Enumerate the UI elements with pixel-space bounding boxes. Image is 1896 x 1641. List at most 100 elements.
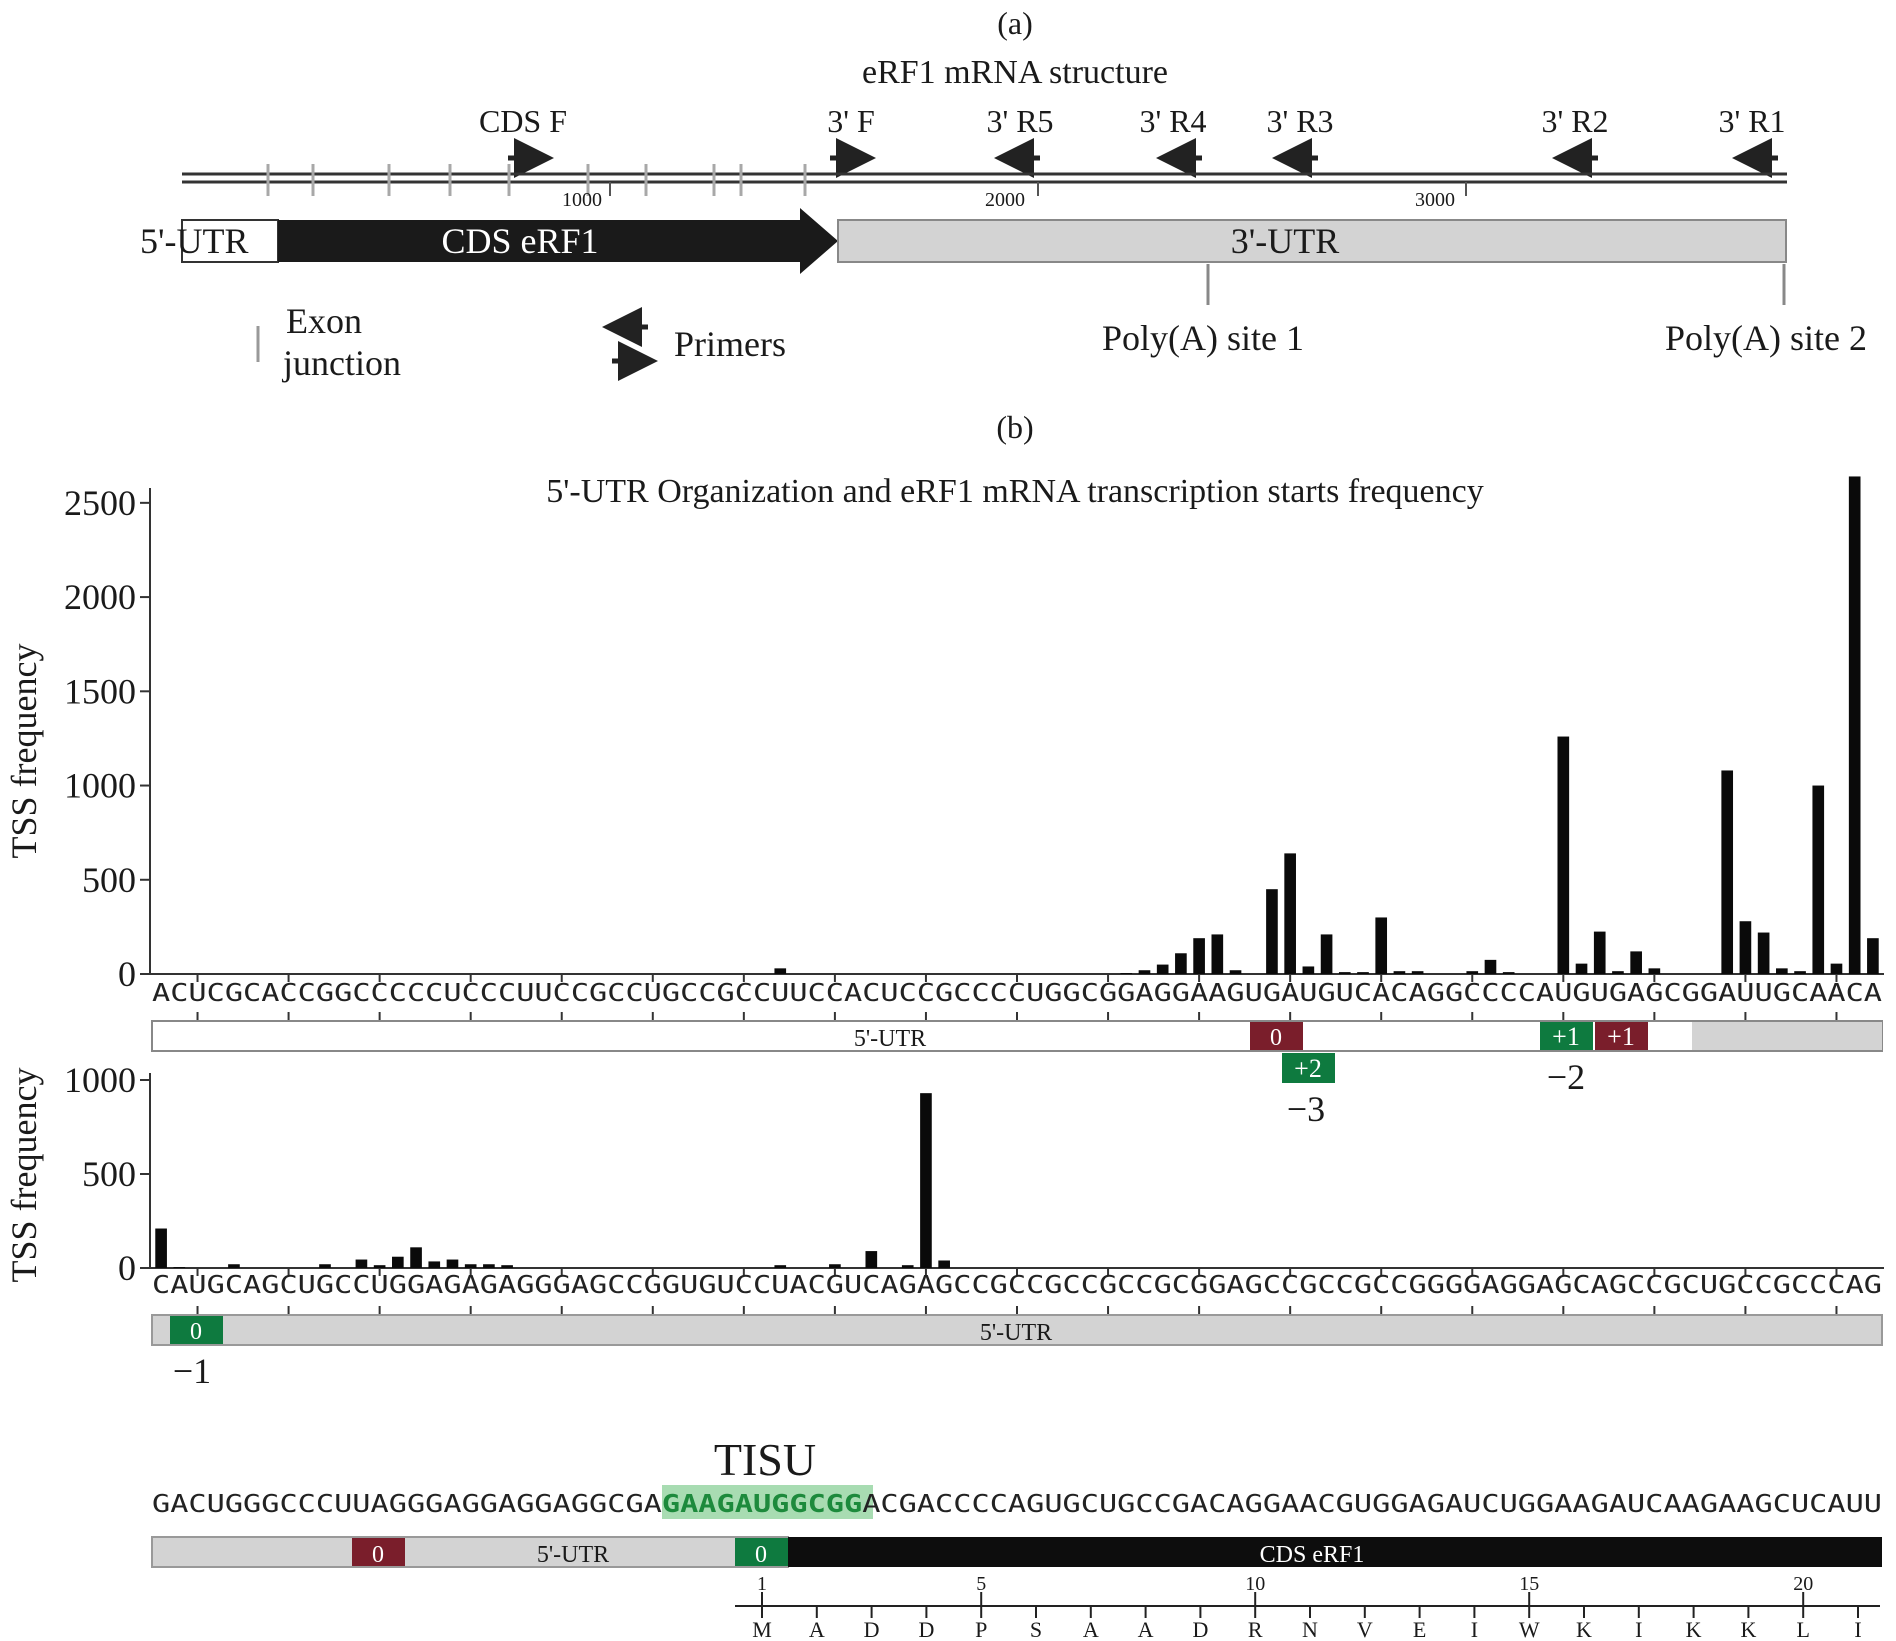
track2: TSS frequency 1000 500 0 CAUGCAGCUGCCUGGAG… — [4, 1060, 1884, 1391]
amino-acid-17: I — [1635, 1617, 1642, 1641]
exon-junction-marks — [266, 164, 807, 196]
amino-acid-6: S — [1030, 1617, 1042, 1641]
amino-acid-16: K — [1576, 1617, 1592, 1641]
aa-ruler-ticks — [761, 1592, 1859, 1618]
track1-badge-plus1-green — [1540, 1022, 1593, 1050]
t2-bar-18 — [483, 1264, 495, 1268]
t1-bar-58 — [1211, 934, 1224, 974]
t2-bar-13 — [392, 1256, 404, 1268]
track1-x-ticks — [196, 974, 1838, 1020]
cds-arrow — [278, 208, 838, 274]
amino-acid-15: W — [1519, 1617, 1540, 1641]
t2-bar-39 — [865, 1251, 878, 1268]
amino-acid-5: P — [975, 1617, 987, 1641]
panel-b-title: 5'-UTR Organization and eRF1 mRNA transc… — [546, 473, 1483, 510]
t1-bar-86 — [1721, 770, 1734, 974]
t2-bar-17 — [464, 1264, 477, 1268]
track3-cds-label: CDS eRF1 — [1260, 1542, 1365, 1568]
t1-bar-67 — [1375, 917, 1388, 974]
t1-ytick-label-1500: 1500 — [64, 671, 136, 711]
t1-ytick-label-500: 500 — [82, 860, 136, 900]
legend-exon-line2: junction — [281, 343, 401, 383]
track2-note-minus1: −1 — [173, 1351, 211, 1391]
panel-a: (a) eRF1 mRNA structure CDS F 3' F 3' R5… — [140, 5, 1867, 383]
aa-ruler-label-15: 15 — [1519, 1573, 1539, 1595]
track2-badge-0-text: 0 — [190, 1319, 202, 1345]
t2-bar-34 — [774, 1265, 787, 1268]
t2-bar-4 — [228, 1264, 240, 1268]
t1-bar-65 — [1338, 972, 1351, 974]
amino-acid-13: E — [1413, 1617, 1426, 1641]
track3-sequence: GACUGGGCCCUUAGGGAGGAGGAGGCGA GAAGAUGGCGG A… — [152, 1489, 1882, 1518]
cds-label: CDS eRF1 — [441, 221, 598, 261]
t1-bar-59 — [1229, 970, 1242, 974]
t1-ytick-label-2000: 2000 — [64, 577, 136, 617]
amino-acid-20: L — [1796, 1617, 1809, 1641]
t1-bar-68 — [1393, 971, 1406, 974]
amino-acid-21: I — [1854, 1617, 1861, 1641]
polya-site-2-label: Poly(A) site 2 — [1665, 318, 1867, 358]
primer-label-3r1: 3' R1 — [1718, 103, 1785, 139]
amino-acid-9: D — [1192, 1617, 1208, 1641]
track1-badge-plus1-red — [1595, 1022, 1648, 1050]
t2-bar-14 — [410, 1247, 422, 1268]
track1-badge-plus1-green-text: +1 — [1552, 1022, 1580, 1051]
track1-badge-0 — [1250, 1022, 1303, 1050]
amino-acid-8: A — [1138, 1617, 1154, 1641]
t1-bar-34 — [774, 968, 787, 974]
amino-acid-10: R — [1248, 1617, 1263, 1641]
t2-bar-37 — [829, 1264, 841, 1268]
amino-acid-11: N — [1302, 1617, 1318, 1641]
t2-ytick-label-1000: 1000 — [64, 1060, 136, 1100]
scale-label-1000: 1000 — [562, 189, 602, 211]
t2-bar-43 — [938, 1260, 950, 1268]
t2-bar-16 — [446, 1259, 459, 1268]
t1-bar-64 — [1320, 934, 1333, 974]
t2-bar-9 — [319, 1264, 331, 1268]
aa-ruler-label-20: 20 — [1793, 1573, 1813, 1595]
amino-acid-19: K — [1740, 1617, 1756, 1641]
t1-bar-54 — [1138, 970, 1151, 974]
track3-sequence-tisu: GAAGAUGGCGG — [662, 1489, 862, 1518]
t1-bar-61 — [1266, 889, 1278, 974]
t1-ytick-label-2500: 2500 — [64, 483, 136, 523]
t1-bar-53 — [1120, 973, 1133, 974]
track1-utr-label: 5'-UTR — [854, 1026, 926, 1052]
utr3-bar — [837, 219, 1787, 263]
track1-bars — [774, 476, 1879, 974]
utr3-label: 3'-UTR — [1231, 221, 1339, 261]
t1-bar-78 — [1575, 963, 1588, 974]
primer-label-3r2: 3' R2 — [1541, 103, 1608, 139]
tisu-highlight — [662, 1485, 873, 1519]
track1-sequence: ACUCGCACCGGCCCCCUCCCUUCCGCCUGCCGCCUUCCAC… — [152, 978, 1882, 1007]
t1-bar-77 — [1557, 736, 1570, 974]
track3-utr-bar — [151, 1536, 789, 1568]
amino-acid-14: I — [1471, 1617, 1478, 1641]
track1-shaded-region — [1692, 1022, 1882, 1050]
t1-bar-94 — [1867, 938, 1879, 974]
track1-note-minus2: −2 — [1547, 1057, 1585, 1097]
track1: TSS frequency 2500 2000 1500 1000 500 0 ACUCG… — [4, 476, 1884, 1129]
track1-utr-bar — [151, 1020, 1883, 1052]
track2-x-ticks — [196, 1268, 1838, 1314]
primer-label-3f: 3' F — [827, 103, 875, 139]
t1-bar-79 — [1593, 931, 1606, 974]
t2-bar-15 — [428, 1261, 441, 1268]
primer-label-3r3: 3' R3 — [1266, 103, 1333, 139]
t1-bar-66 — [1357, 972, 1369, 974]
scale-label-3000: 3000 — [1415, 189, 1455, 211]
track2-bars — [155, 1093, 950, 1268]
panel-a-label: (a) — [997, 5, 1033, 41]
track3-badge-0-red — [352, 1538, 405, 1566]
t1-bar-91 — [1812, 785, 1825, 974]
scale-label-2000: 2000 — [985, 189, 1025, 211]
t2-ytick-label-500: 500 — [82, 1154, 136, 1194]
t1-bar-89 — [1776, 968, 1788, 974]
t1-bar-90 — [1794, 971, 1806, 974]
track1-ylabel: TSS frequency — [4, 644, 44, 859]
t1-bar-93 — [1848, 476, 1861, 974]
track1-y-ticks: 2500 2000 1500 1000 500 0 — [64, 483, 150, 994]
amino-acid-7: A — [1083, 1617, 1099, 1641]
